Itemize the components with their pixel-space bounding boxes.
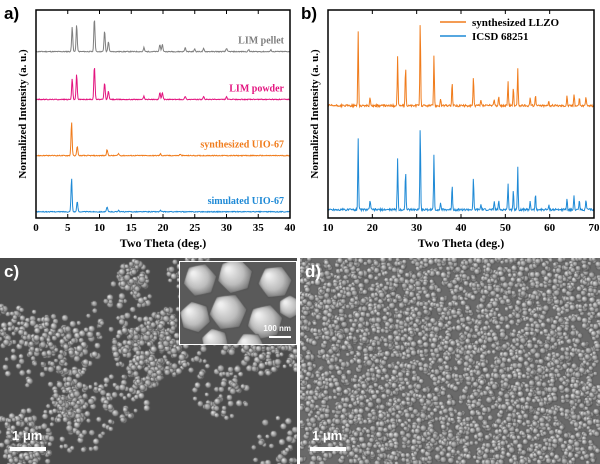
series-line-1 xyxy=(35,67,291,101)
plot-frame xyxy=(327,9,595,219)
legend-label-0: synthesized LLZO xyxy=(472,17,560,29)
x-tick-label: 30 xyxy=(411,222,423,234)
x-tick-label: 20 xyxy=(158,222,170,234)
x-tick-label: 60 xyxy=(544,222,556,234)
panel-label-a: a) xyxy=(4,4,20,23)
series-line-1 xyxy=(327,130,595,213)
x-tick-label: 15 xyxy=(126,222,138,234)
scale-bar-c xyxy=(10,447,46,451)
inset-scale-label: 100 nm xyxy=(263,324,291,333)
xrd-figure: 0 5 10 15 20 25 30 35 40 Two Theta (deg.) Normaliz… xyxy=(17,9,600,250)
sem-inset-micrograph xyxy=(180,262,296,344)
x-tick-label: 10 xyxy=(323,222,335,234)
y-axis-label: Normalized Intensity (a. u.) xyxy=(309,49,321,179)
series-label-0: LIM pellet xyxy=(238,36,284,47)
x-tick-label: 0 xyxy=(33,222,39,234)
x-tick-label: 20 xyxy=(367,222,379,234)
x-axis-label: Two Theta (deg.) xyxy=(120,236,207,250)
x-tick-label: 40 xyxy=(285,222,297,234)
legend-label-1: ICSD 68251 xyxy=(472,31,529,43)
series-line-0 xyxy=(35,20,291,53)
scale-bar-d xyxy=(310,447,346,451)
sem-image-c: 100 nm 1 μm xyxy=(0,258,297,464)
xrd-panel-b: 10 20 30 40 50 60 70 Two Theta (deg.) Normalized… xyxy=(309,9,600,250)
x-tick-label: 50 xyxy=(500,222,512,234)
panel-label-c: c) xyxy=(4,262,20,281)
series-line-0 xyxy=(327,25,595,109)
x-tick-label: 30 xyxy=(221,222,233,234)
panel-label-b: b) xyxy=(301,4,318,23)
y-axis-label: Normalized Intensity (a. u.) xyxy=(17,49,29,179)
sem-inset: 100 nm xyxy=(179,261,297,345)
x-tick-label: 40 xyxy=(456,222,468,234)
x-tick-label: 10 xyxy=(94,222,106,234)
panel-label-d: d) xyxy=(305,262,322,281)
x-tick-label: 5 xyxy=(65,222,71,234)
scale-label-d: 1 μm xyxy=(312,428,343,443)
sem-image-d: 1 μm xyxy=(300,258,600,464)
xrd-panel-a: 0 5 10 15 20 25 30 35 40 Two Theta (deg.) Normaliz… xyxy=(17,9,297,250)
inset-scale-bar xyxy=(269,336,291,338)
series-line-3 xyxy=(35,178,291,214)
x-tick-label: 70 xyxy=(589,222,600,234)
series-line-2 xyxy=(35,122,291,157)
scale-label-c: 1 μm xyxy=(12,428,43,443)
sem-micrograph-d xyxy=(300,258,600,464)
x-tick-label: 35 xyxy=(253,222,265,234)
series-label-3: simulated UIO-67 xyxy=(208,196,284,207)
series-label-1: LIM powder xyxy=(229,83,284,94)
series-label-2: synthesized UIO-67 xyxy=(200,140,284,151)
x-tick-label: 25 xyxy=(189,222,201,234)
x-axis-label: Two Theta (deg.) xyxy=(418,236,505,250)
